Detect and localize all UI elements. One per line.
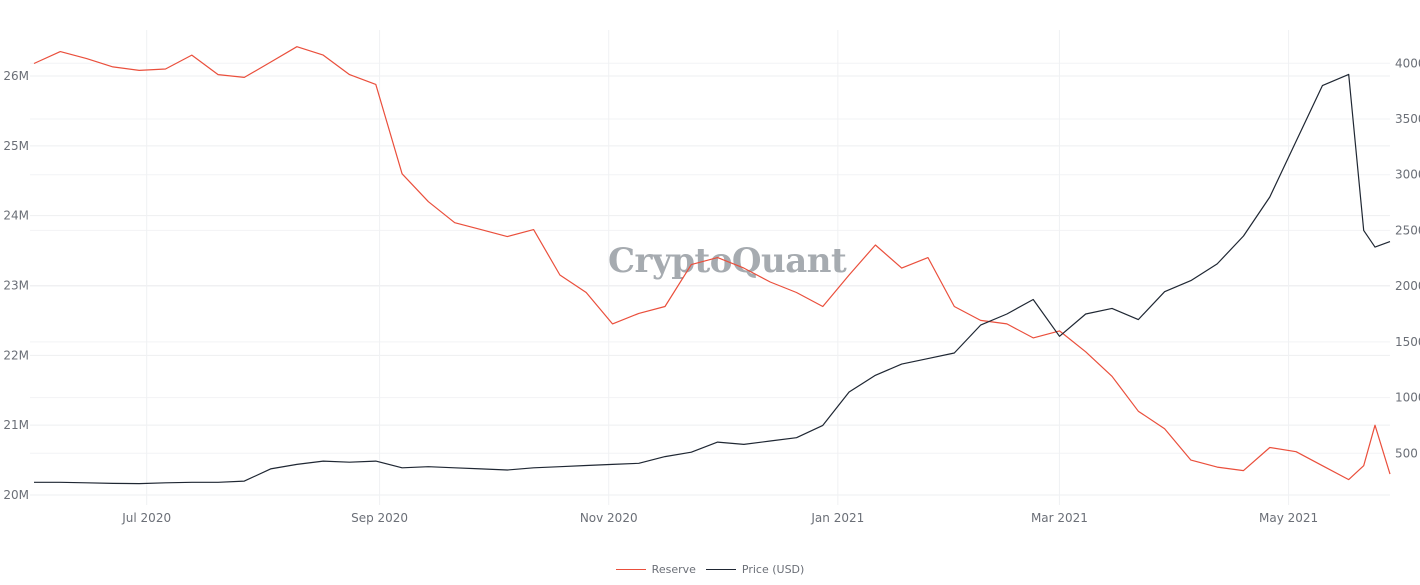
tick-label: 1500	[1395, 335, 1420, 349]
tick-label: 24M	[3, 209, 29, 223]
legend-item-reserve[interactable]: Reserve	[615, 563, 696, 576]
watermark-logo: CryptoQuant	[608, 241, 847, 281]
tick-label: Jan 2021	[810, 511, 864, 525]
tick-label: Mar 2021	[1031, 511, 1088, 525]
tick-label: 20M	[3, 488, 29, 502]
legend-label-reserve: Reserve	[651, 563, 696, 576]
tick-label: Sep 2020	[351, 511, 408, 525]
tick-label: 1000	[1395, 391, 1420, 405]
tick-label: May 2021	[1259, 511, 1318, 525]
tick-label: 22M	[3, 348, 29, 362]
reserve-line[interactable]	[33, 46, 1391, 481]
y-axis-right: 4000 3500 3000 2500 2000 1500 1000 500	[1395, 56, 1420, 460]
x-axis: Jul 2020 Sep 2020 Nov 2020 Jan 2021 Mar 2021…	[121, 511, 1318, 525]
grid-lines	[30, 30, 1390, 505]
tick-label: Nov 2020	[580, 511, 638, 525]
price-line[interactable]	[34, 73, 1391, 485]
y-axis-left: 26M 25M 24M 23M 22M 21M 20M	[3, 69, 29, 502]
tick-label: 3500	[1395, 112, 1420, 126]
reserve-swatch-icon	[615, 569, 646, 570]
price-swatch-icon	[705, 569, 736, 570]
tick-label: 25M	[3, 139, 29, 153]
tick-label: 500	[1395, 446, 1418, 460]
tick-label: 21M	[3, 418, 29, 432]
legend-label-price: Price (USD)	[741, 563, 805, 576]
tick-label: 26M	[3, 69, 29, 83]
tick-label: 23M	[3, 279, 29, 293]
legend-item-price[interactable]: Price (USD)	[705, 563, 805, 576]
tick-label: Jul 2020	[121, 511, 171, 525]
legend: Reserve Price (USD)	[0, 563, 1420, 576]
tick-label: 3000	[1395, 168, 1420, 182]
tick-label: 2500	[1395, 223, 1420, 237]
tick-label: 2000	[1395, 279, 1420, 293]
tick-label: 4000	[1395, 56, 1420, 70]
